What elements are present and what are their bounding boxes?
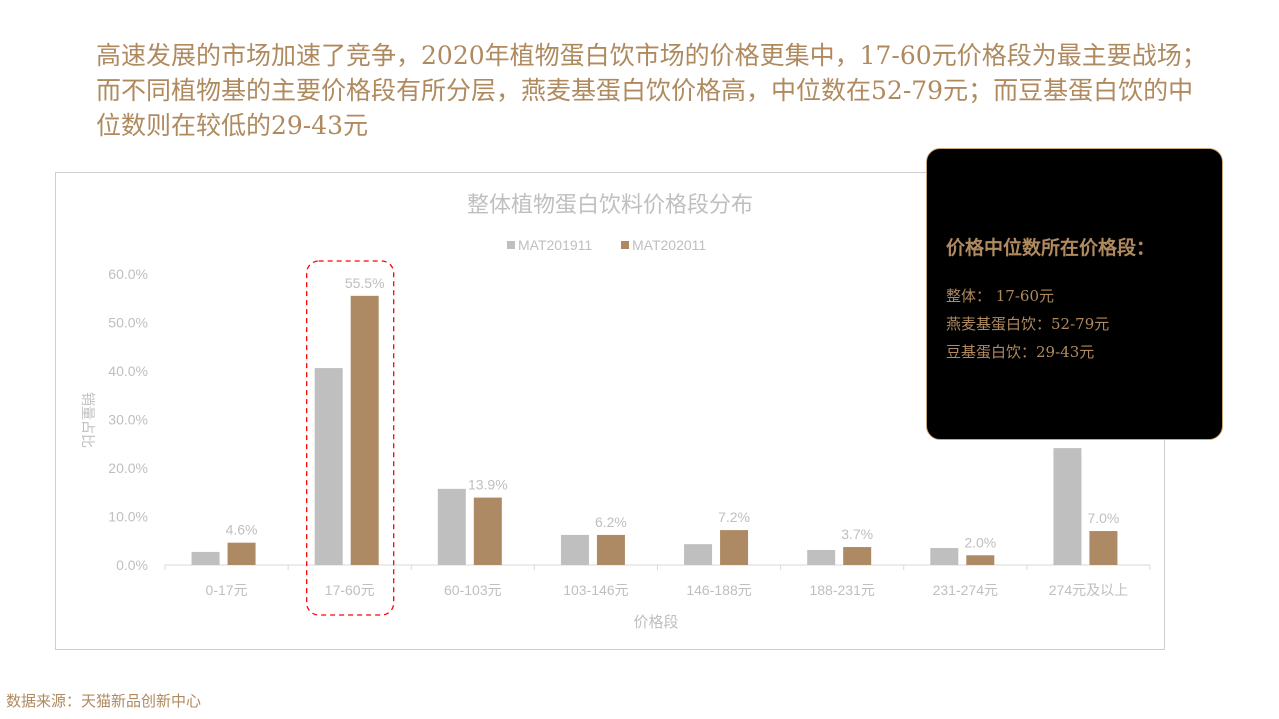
legend-swatch [507,241,515,249]
data-label: 55.5% [345,275,385,291]
bar-MAT202011 [843,547,872,565]
headline: 高速发展的市场加速了竞争，2020年植物蛋白饮市场的价格更集中，17-60元价格… [96,41,1207,140]
x-tick-label: 17-60元 [325,582,375,598]
data-label: 7.0% [1087,510,1119,526]
legend-label: MAT201911 [518,237,592,253]
y-tick-label: 30.0% [108,412,148,428]
x-tick-label: 188-231元 [809,582,874,598]
bar-MAT201911 [560,534,589,565]
x-tick-label: 60-103元 [444,582,502,598]
y-tick-label: 60.0% [108,266,148,282]
y-axis-label: 销量占比 [80,392,96,448]
callout-line-oat: 燕麦基蛋白饮：52-79元 [946,315,1110,333]
callout-line-overall: 整体： 17-60元 [946,287,1055,305]
x-tick-label: 0-17元 [206,582,248,598]
data-label: 7.2% [718,509,750,525]
bar-MAT201911 [191,551,220,565]
bar-MAT201911 [1053,448,1082,565]
legend-swatch [621,241,629,249]
median-callout: 价格中位数所在价格段： 整体： 17-60元 燕麦基蛋白饮：52-79元 豆基蛋… [926,148,1223,440]
x-tick-label: 146-188元 [686,582,751,598]
callout-title: 价格中位数所在价格段： [946,238,1156,259]
data-label: 13.9% [468,477,508,493]
x-axis-label: 价格段 [633,614,678,631]
data-label: 6.2% [595,514,627,530]
bar-MAT201911 [437,488,466,565]
bar-MAT201911 [807,549,836,565]
y-tick-label: 50.0% [108,315,148,331]
x-tick-label: 274元及以上 [1049,582,1128,598]
y-tick-label: 10.0% [108,509,148,525]
y-tick-label: 40.0% [108,363,148,379]
data-source: 数据来源：天猫新品创新中心 [6,693,202,710]
data-label: 3.7% [841,526,873,542]
bar-MAT202011 [473,497,502,565]
bar-MAT202011 [720,530,749,565]
y-tick-label: 20.0% [108,460,148,476]
bar-MAT202011 [596,534,625,565]
bar-MAT202011 [966,555,995,565]
bar-MAT201911 [930,548,959,565]
data-label: 2.0% [964,534,996,550]
highlight-box [306,260,395,616]
bar-MAT202011 [350,295,379,565]
x-tick-label: 103-146元 [563,582,628,598]
bar-MAT201911 [314,368,343,565]
bar-MAT202011 [1089,531,1118,565]
x-tick-label: 231-274元 [933,582,998,598]
legend-label: MAT202011 [632,237,706,253]
bar-MAT201911 [684,544,713,565]
y-tick-label: 0.0% [116,557,148,573]
bar-MAT202011 [227,542,256,565]
data-label: 4.6% [226,522,258,538]
chart-title: 整体植物蛋白饮料价格段分布 [467,192,753,217]
callout-line-soy: 豆基蛋白饮：29-43元 [946,343,1095,361]
